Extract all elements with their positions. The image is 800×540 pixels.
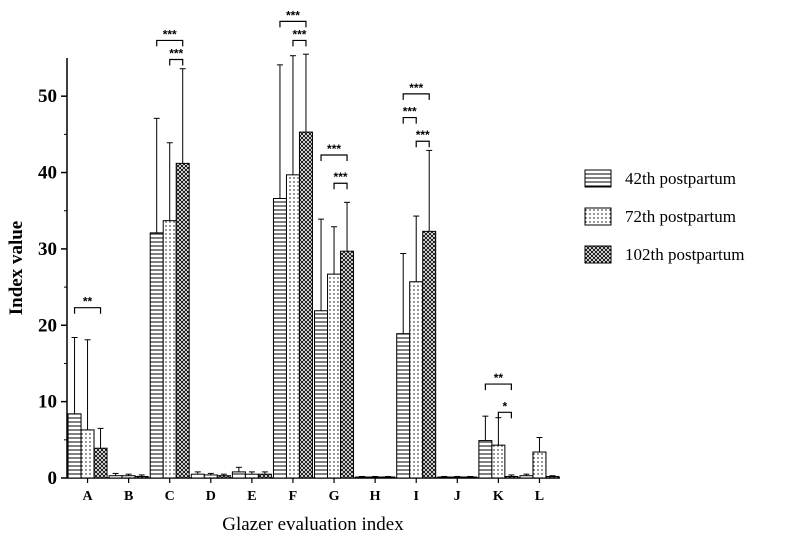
legend-entry: 42th postpartum	[625, 169, 736, 188]
x-tick-label: D	[206, 489, 216, 504]
bar	[463, 476, 478, 479]
bars	[67, 53, 560, 479]
x-tick-label: H	[370, 489, 381, 504]
bar	[67, 413, 82, 479]
x-tick-label: I	[413, 489, 418, 504]
y-tick-label: 0	[48, 468, 58, 489]
significance-bracket	[292, 39, 307, 47]
bar	[298, 131, 313, 479]
significance-label: ***	[169, 47, 183, 61]
bar	[80, 429, 95, 479]
bar	[355, 476, 370, 479]
y-tick-label: 30	[38, 239, 57, 260]
bar	[162, 220, 177, 479]
legend-swatch	[584, 169, 612, 188]
significance-label: ***	[292, 27, 306, 41]
bar	[216, 475, 231, 479]
bar	[491, 444, 506, 479]
significance-bracket	[402, 116, 417, 124]
x-tick-label: C	[165, 489, 175, 504]
bar	[532, 451, 547, 479]
x-tick-label: F	[289, 489, 298, 504]
significance-label: ***	[416, 128, 430, 142]
bar	[108, 475, 123, 479]
y-tick-label: 40	[38, 163, 57, 184]
x-tick-label: A	[82, 489, 93, 504]
bar	[396, 333, 411, 479]
bar	[437, 476, 452, 479]
bar	[519, 475, 534, 479]
bar	[422, 230, 437, 479]
x-tick-label: J	[454, 489, 461, 504]
significance-bracket	[484, 383, 512, 391]
significance-label: **	[494, 371, 504, 385]
significance-bracket	[402, 93, 430, 100]
significance-label: ***	[163, 27, 177, 41]
x-tick-label: E	[247, 489, 256, 504]
bar	[409, 281, 424, 479]
significance-bracket	[156, 39, 184, 47]
significance-bracket	[73, 307, 102, 314]
legend-entry: 102th postpartum	[625, 245, 744, 264]
significance-label: ***	[327, 142, 341, 156]
significance-bracket	[279, 20, 307, 28]
bar	[545, 475, 560, 479]
legend-entry: 72th postpartum	[625, 207, 736, 226]
significance-label: ***	[334, 170, 348, 184]
bar	[504, 475, 519, 479]
legend-swatch	[584, 207, 612, 226]
significance-label: ***	[286, 8, 300, 22]
bar	[190, 473, 205, 479]
bar	[478, 440, 493, 479]
bar	[231, 471, 246, 479]
bar	[121, 475, 136, 479]
significance-bracket	[497, 411, 512, 419]
bar	[257, 473, 272, 479]
x-tick-label: K	[493, 489, 504, 504]
bar	[381, 476, 396, 479]
significance-bracket	[169, 58, 184, 66]
bar	[203, 474, 218, 479]
bar	[450, 476, 465, 479]
bar	[327, 273, 342, 479]
significance-label: ***	[403, 105, 417, 119]
significance-label: **	[83, 295, 93, 309]
significance-bracket	[333, 182, 348, 190]
x-tick-label: B	[124, 489, 133, 504]
bar	[134, 475, 149, 479]
x-tick-label: G	[329, 489, 340, 504]
bar	[93, 447, 108, 479]
bar	[340, 250, 355, 479]
significance-bracket	[415, 140, 430, 148]
significance-bracket	[320, 154, 348, 161]
bar	[175, 162, 190, 479]
bar	[368, 476, 383, 479]
x-tick-label: L	[535, 489, 544, 504]
significance-label: *	[503, 399, 508, 413]
y-axis-title: Index value	[6, 221, 27, 316]
y-tick-label: 50	[38, 86, 57, 107]
bar	[285, 174, 300, 479]
y-tick-label: 10	[38, 392, 57, 413]
legend-swatch	[584, 245, 612, 264]
bar	[314, 310, 329, 479]
bar	[244, 473, 259, 479]
legend: 42th postpartum 72th postpartum 102th post…	[584, 169, 744, 264]
axes: 0 10 20 30 40 50 A B C D E F G H I J K L	[38, 58, 560, 504]
bar	[149, 232, 164, 479]
axis-labels: Glazer evaluation index Index value	[6, 221, 404, 535]
significance-brackets: ********************************	[73, 8, 512, 419]
bar	[272, 198, 287, 479]
significance-label: ***	[409, 81, 423, 95]
y-tick-label: 20	[38, 315, 57, 336]
x-axis-title: Glazer evaluation index	[222, 514, 404, 535]
